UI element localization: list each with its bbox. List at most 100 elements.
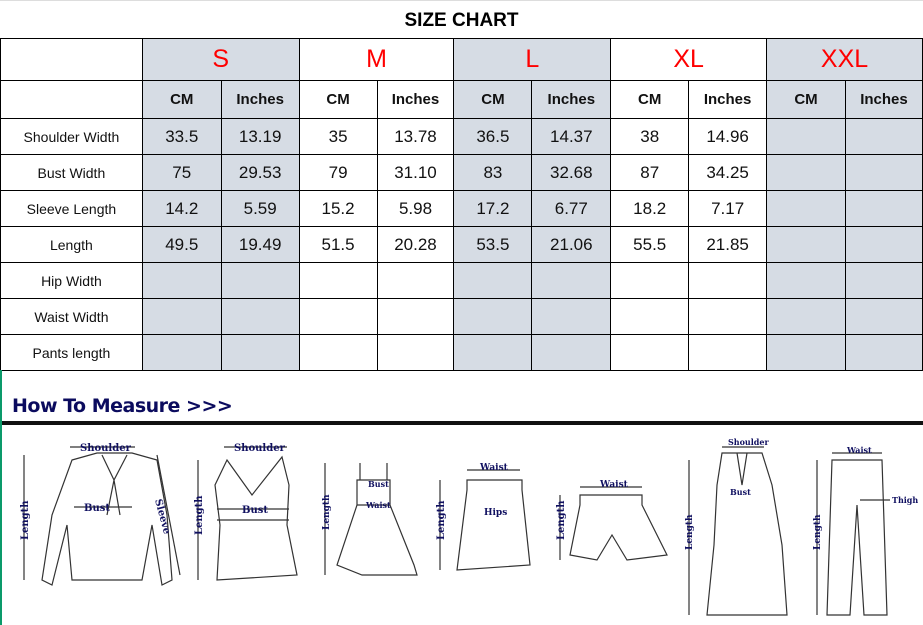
svg-text:Waist: Waist [365, 500, 391, 510]
svg-text:Bust: Bust [368, 479, 389, 489]
unit-header: CM [141, 80, 222, 119]
value-cell [531, 298, 612, 335]
svg-text:Bust: Bust [730, 487, 751, 497]
svg-text:Waist: Waist [479, 463, 509, 473]
value-cell: 55.5 [610, 226, 690, 263]
blouse-diagram: Shoulder Bust Length Sleeve [20, 443, 181, 586]
size-header-xxl: XXL [766, 38, 923, 81]
value-cell [688, 334, 768, 371]
value-cell [531, 334, 612, 371]
value-cell [376, 262, 455, 299]
row-label: Hip Width [0, 262, 143, 299]
size-chart-table: S M L XL XXL CM Inches CM Inches CM Inches CM Inches… [0, 38, 923, 371]
value-cell [844, 334, 923, 371]
value-cell [766, 226, 846, 263]
value-cell [220, 334, 300, 371]
svg-text:Length: Length [556, 500, 567, 540]
unit-header: Inches [220, 80, 300, 119]
value-cell: 29.53 [220, 154, 300, 191]
value-cell: 13.19 [220, 118, 300, 155]
unit-header: Inches [376, 80, 455, 119]
svg-text:Length: Length [194, 495, 205, 535]
svg-text:Waist: Waist [846, 445, 872, 455]
value-cell [766, 334, 846, 371]
row-label: Bust Width [0, 154, 143, 191]
svg-text:Hips: Hips [484, 508, 507, 518]
value-cell [220, 262, 300, 299]
value-cell [844, 262, 923, 299]
unit-header: CM [298, 80, 378, 119]
value-cell [141, 262, 222, 299]
value-cell: 79 [298, 154, 378, 191]
how-to-measure-section: How To Measure >>> Shoulder Bust Length … [0, 370, 923, 625]
value-cell: 13.78 [376, 118, 455, 155]
size-header-l: L [453, 38, 612, 81]
value-cell [141, 334, 222, 371]
dress-diagram: Bust Waist Length [322, 463, 418, 576]
unit-header: Inches [844, 80, 923, 119]
value-cell: 20.28 [376, 226, 455, 263]
value-cell [220, 298, 300, 335]
value-cell: 18.2 [610, 190, 690, 227]
value-cell [453, 262, 533, 299]
value-cell: 75 [141, 154, 222, 191]
value-cell: 35 [298, 118, 378, 155]
value-cell: 14.96 [688, 118, 768, 155]
svg-text:Length: Length [685, 514, 695, 550]
svg-text:Length: Length [813, 514, 823, 550]
value-cell: 21.85 [688, 226, 768, 263]
value-cell: 83 [453, 154, 533, 191]
svg-text:Bust: Bust [84, 503, 110, 514]
table-row: Hip Width [0, 262, 923, 299]
value-cell [688, 298, 768, 335]
tank-top-diagram: Shoulder Bust Length [194, 443, 298, 581]
value-cell: 36.5 [453, 118, 533, 155]
row-label: Waist Width [0, 298, 143, 335]
unit-header: CM [766, 80, 846, 119]
coat-diagram: Shoulder Bust Length [685, 437, 788, 616]
value-cell: 14.37 [531, 118, 612, 155]
value-cell [610, 298, 690, 335]
table-row: Bust Width 75 29.53 79 31.10 83 32.68 87 34.25 [0, 154, 923, 191]
value-cell [844, 154, 923, 191]
value-cell [376, 334, 455, 371]
table-row: Sleeve Length 14.2 5.59 15.2 5.98 17.2 6.77 18.… [0, 190, 923, 227]
value-cell [844, 226, 923, 263]
value-cell: 5.98 [376, 190, 455, 227]
pants-diagram: Waist Thigh Length [813, 445, 918, 616]
row-label: Sleeve Length [0, 190, 143, 227]
value-cell [298, 262, 378, 299]
value-cell: 51.5 [298, 226, 378, 263]
value-cell [610, 262, 690, 299]
value-cell [844, 298, 923, 335]
value-cell [453, 334, 533, 371]
table-row: Waist Width [0, 298, 923, 335]
value-cell: 15.2 [298, 190, 378, 227]
value-cell: 53.5 [453, 226, 533, 263]
svg-text:Length: Length [322, 494, 332, 530]
svg-text:Length: Length [436, 500, 447, 540]
value-cell [766, 190, 846, 227]
svg-text:Shoulder: Shoulder [234, 443, 286, 454]
row-label: Length [0, 226, 143, 263]
size-header-s: S [141, 38, 300, 81]
value-cell [453, 298, 533, 335]
value-cell: 7.17 [688, 190, 768, 227]
size-header-xl: XL [610, 38, 768, 81]
shoulder-label: Shoulder [80, 443, 132, 454]
value-cell: 14.2 [141, 190, 222, 227]
value-cell: 87 [610, 154, 690, 191]
value-cell [766, 262, 846, 299]
row-label: Pants length [0, 334, 143, 371]
value-cell: 5.59 [220, 190, 300, 227]
divider [2, 421, 923, 425]
value-cell: 34.25 [688, 154, 768, 191]
table-row: Shoulder Width 33.5 13.19 35 13.78 36.5 14.37 3… [0, 118, 923, 155]
svg-text:Bust: Bust [242, 505, 268, 516]
value-cell [844, 190, 923, 227]
size-header-m: M [298, 38, 455, 81]
how-to-measure-title: How To Measure >>> [12, 395, 233, 417]
table-row: Pants length [0, 334, 923, 371]
corner-cell [0, 38, 143, 81]
value-cell: 38 [610, 118, 690, 155]
